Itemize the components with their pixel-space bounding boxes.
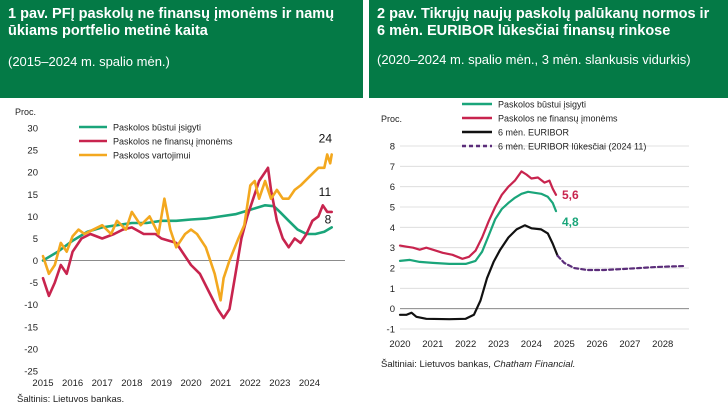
right-ytick-label: 2	[390, 264, 395, 275]
left-xtick-label: 2021	[210, 378, 231, 389]
right-xtick-label: 2021	[422, 339, 443, 350]
left-ytick-label: 10	[27, 212, 38, 223]
left-xtick-label: 2024	[299, 378, 320, 389]
left-series-line-1	[41, 204, 333, 262]
left-xtick-label: 2015	[32, 378, 53, 389]
right-ytick-label: -1	[387, 325, 395, 336]
right-series-line-4	[556, 254, 687, 272]
left-xtick-label: 2023	[269, 378, 290, 389]
left-ytick-label: -25	[24, 367, 38, 378]
right-legend-label-1: Paskolos būstui įsigyti	[498, 100, 586, 110]
left-chart-title: 1 pav. PFĮ paskolų ne finansų įmonėms ir…	[8, 6, 335, 39]
left-ytick-label: 20	[27, 168, 38, 179]
right-ytick-label: 7	[390, 162, 395, 173]
left-series-line-3	[41, 153, 333, 302]
left-xtick-label: 2020	[180, 378, 201, 389]
left-xtick-label: 2018	[121, 378, 142, 389]
right-xtick-label: 2027	[619, 339, 640, 350]
right-xtick-label: 2028	[652, 339, 673, 350]
right-chart-subtitle: (2020–2024 m. spalio mėn., 3 mėn. slanku…	[377, 52, 691, 67]
right-xtick-label: 2024	[521, 339, 542, 350]
right-legend-label-4: 6 mėn. EURIBOR lūkesčiai (2024 11)	[498, 142, 646, 152]
left-panel-header: 1 pav. PFĮ paskolų ne finansų įmonėms ir…	[0, 0, 363, 98]
left-xtick-label: 2022	[240, 378, 261, 389]
left-ytick-label: -10	[24, 300, 38, 311]
right-xtick-label: 2023	[488, 339, 509, 350]
right-source-italic: Chatham Financial.	[493, 359, 576, 370]
right-series-line-2	[398, 170, 558, 260]
right-series-line-1	[398, 190, 558, 265]
left-ytick-label: -5	[30, 278, 38, 289]
left-end-label-3: 8	[325, 212, 332, 226]
left-chart-subtitle: (2015–2024 m. spalio mėn.)	[8, 54, 170, 69]
right-end-label-1: 5,6	[562, 188, 579, 202]
right-ytick-label: 0	[390, 304, 395, 315]
right-ylabel: Proc.	[381, 114, 402, 124]
right-source-note: Šaltiniai: Lietuvos bankas, Chatham Fina…	[381, 359, 575, 370]
left-ytick-label: 0	[33, 256, 38, 267]
left-ytick-label: -20	[24, 344, 38, 355]
right-ytick-label: 5	[390, 203, 395, 214]
left-ytick-label: 5	[33, 234, 38, 245]
left-ytick-label: 25	[27, 146, 38, 157]
right-chart-title: 2 pav. Tikrųjų naujų paskolų palūkanų no…	[377, 6, 710, 39]
right-panel-header: 2 pav. Tikrųjų naujų paskolų palūkanų no…	[369, 0, 728, 98]
left-legend-label-3: Paskolos vartojimui	[113, 151, 191, 161]
right-ytick-label: 1	[390, 284, 395, 295]
left-xtick-label: 2019	[151, 378, 172, 389]
left-ytick-label: 30	[27, 124, 38, 135]
right-ytick-label: 8	[390, 142, 395, 153]
left-legend-label-2: Paskolos ne finansų įmonėms	[113, 137, 233, 147]
right-legend-label-2: Paskolos ne finansų įmonėms	[498, 114, 618, 124]
left-legend-label-1: Paskolos būstui įsigyti	[113, 123, 201, 133]
right-xtick-label: 2020	[389, 339, 410, 350]
right-ytick-label: 3	[390, 243, 395, 254]
left-series-line-2	[41, 166, 333, 320]
right-source-prefix: Šaltiniai: Lietuvos bankas,	[381, 359, 494, 370]
right-xtick-label: 2025	[554, 339, 575, 350]
left-end-label-2: 11	[319, 185, 332, 199]
left-source-note: Šaltinis: Lietuvos bankas.	[17, 394, 125, 405]
panel-divider	[363, 0, 369, 408]
right-end-label-2: 4,8	[562, 215, 579, 229]
right-legend-label-3: 6 mėn. EURIBOR	[498, 128, 570, 138]
right-xtick-label: 2022	[455, 339, 476, 350]
left-ytick-label: 15	[27, 190, 38, 201]
left-ytick-label: -15	[24, 322, 38, 333]
left-xtick-label: 2016	[62, 378, 83, 389]
left-ylabel: Proc.	[15, 107, 36, 117]
left-xtick-label: 2017	[92, 378, 113, 389]
right-chart: Proc. 8 7 6 5 4 3 2 1 0 -1 2020 2021 2022 2023 2024 2025…	[381, 100, 689, 350]
right-ytick-label: 6	[390, 182, 395, 193]
left-end-label-1: 24	[319, 132, 333, 146]
right-series-line-3	[398, 224, 559, 321]
right-xtick-label: 2026	[586, 339, 607, 350]
right-ytick-label: 4	[390, 223, 395, 234]
